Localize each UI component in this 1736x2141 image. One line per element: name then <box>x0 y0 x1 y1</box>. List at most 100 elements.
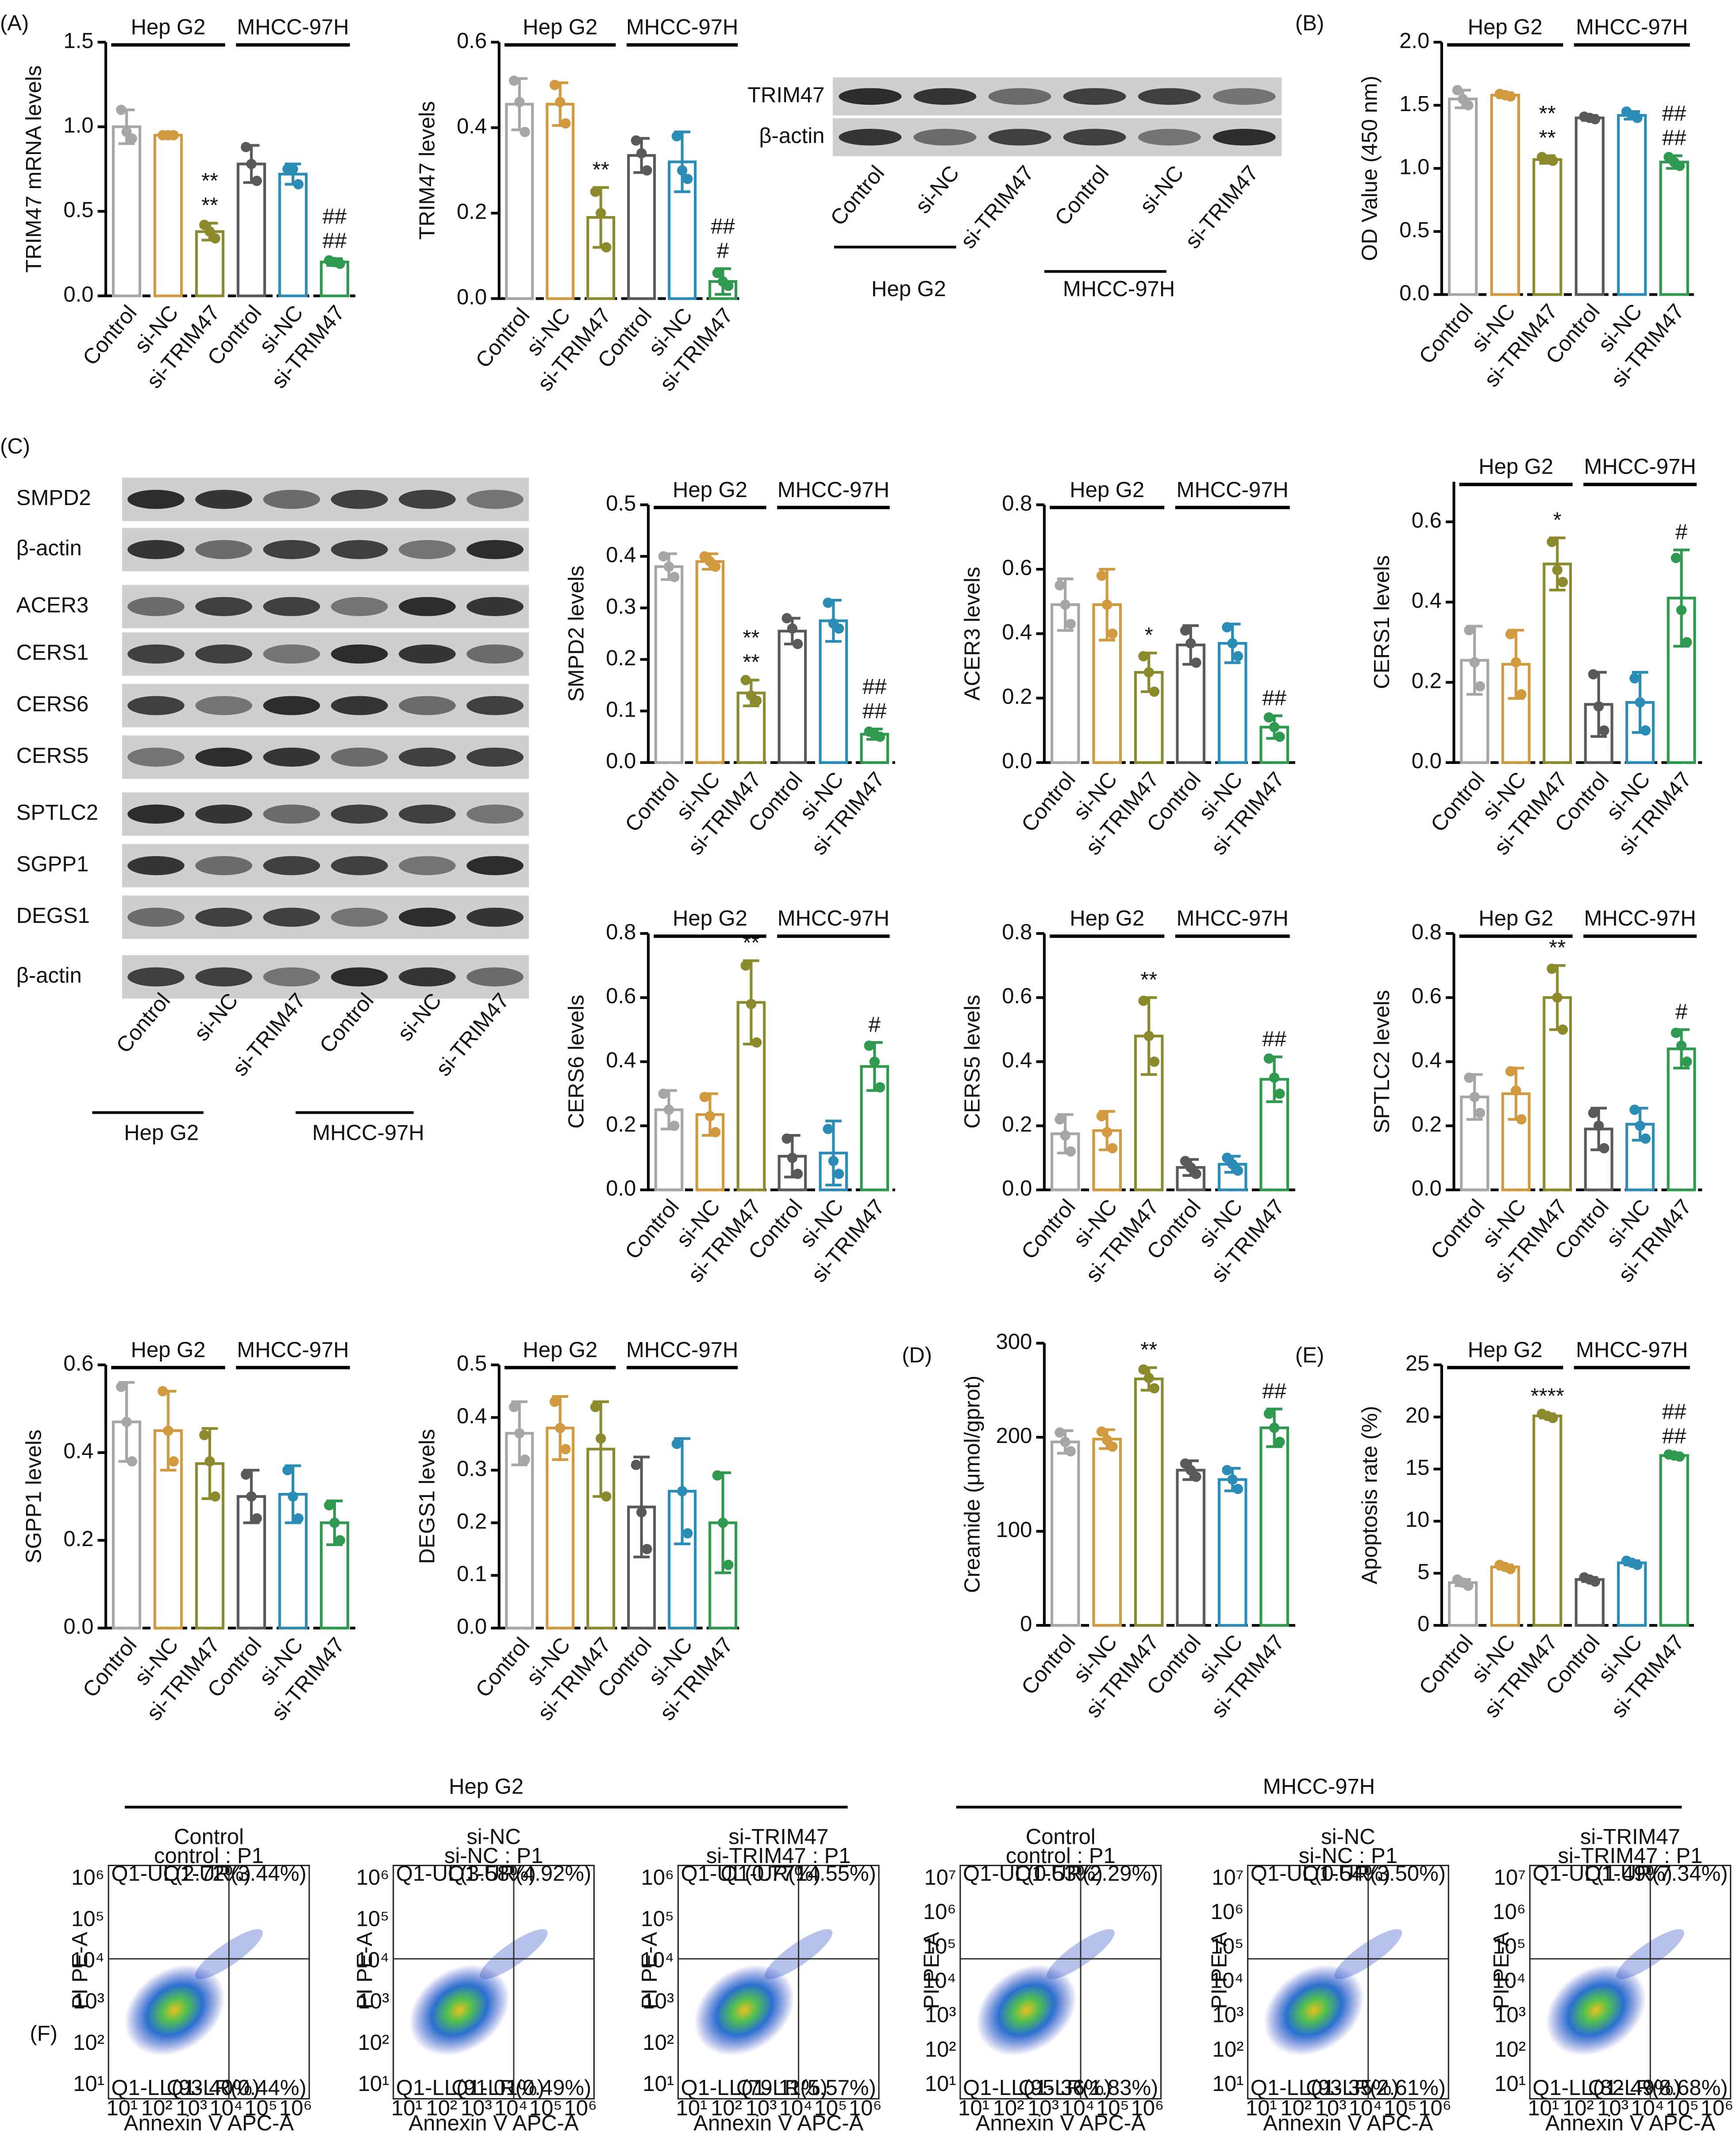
y-axis-label: CERS1 levels <box>1370 555 1394 689</box>
data-point <box>1671 552 1682 563</box>
group-label: MHCC-97H <box>1576 15 1688 39</box>
y-tick-label: 0.4 <box>1002 1049 1032 1072</box>
data-point <box>596 1433 606 1444</box>
data-point <box>663 1104 674 1115</box>
blot-strip <box>122 585 529 629</box>
x-tick-label: 10⁴ <box>1349 2096 1382 2120</box>
plot-title: si-NC <box>466 1825 521 1849</box>
y-tick-label: 0.2 <box>457 200 487 224</box>
data-point <box>1269 1423 1280 1433</box>
blot-band <box>127 540 185 559</box>
blot-band <box>466 967 524 987</box>
data-point <box>1143 1373 1154 1383</box>
group-label: MHCC-97H <box>1263 1775 1375 1799</box>
data-point <box>1263 712 1274 723</box>
blot-row-label: CERS1 <box>16 641 89 665</box>
data-point <box>1632 112 1643 123</box>
blot-band <box>263 804 320 824</box>
blot-strip <box>122 735 529 779</box>
bar <box>546 1427 575 1630</box>
blot-band <box>195 540 253 559</box>
y-tick-label: 0.0 <box>63 1615 93 1639</box>
group-label: MHCC-97H <box>626 15 738 39</box>
blot-band <box>331 907 388 927</box>
bar <box>1448 97 1478 296</box>
group-label: Hep G2 <box>131 15 206 39</box>
quadrant-label: Q1-UR(3.44%) <box>163 1862 307 1886</box>
y-tick-label: 10⁵ <box>641 1907 674 1931</box>
significance-label: # <box>1675 521 1688 544</box>
data-point <box>1186 638 1196 649</box>
y-axis-label: PI PE-A <box>638 1932 662 2009</box>
blot-band <box>399 907 456 927</box>
data-point <box>1629 673 1640 684</box>
plot-title: Control <box>1026 1825 1096 1849</box>
data-point <box>1464 1072 1474 1083</box>
x-tick-label: 10² <box>711 2096 742 2120</box>
blot-band <box>263 856 320 876</box>
significance-label: ## <box>862 699 887 723</box>
blot-band <box>839 88 902 105</box>
data-point <box>682 1528 693 1539</box>
group-label: MHCC-97H <box>626 1338 738 1362</box>
blot-band <box>195 490 253 509</box>
data-point <box>1138 995 1149 1006</box>
blot-band <box>466 907 524 927</box>
data-point <box>199 1430 210 1440</box>
data-point <box>704 1111 716 1122</box>
data-point <box>1594 701 1604 712</box>
data-point <box>1599 1143 1609 1153</box>
blot-band <box>263 490 320 509</box>
bar <box>546 103 575 300</box>
data-point <box>116 104 127 115</box>
data-point <box>1149 1383 1160 1394</box>
bar <box>236 162 266 297</box>
significance-label: ** <box>1549 936 1566 960</box>
blot-band <box>263 696 320 715</box>
bar <box>1217 1478 1247 1627</box>
blot-band <box>466 597 524 616</box>
data-point <box>508 75 520 86</box>
density-cloud <box>976 1964 1077 2056</box>
group-label: MHCC-97H <box>1576 1338 1688 1362</box>
data-point <box>1682 1056 1692 1067</box>
lane-label: Control <box>112 989 175 1058</box>
blot-band <box>913 129 977 146</box>
data-point <box>1557 577 1568 587</box>
y-tick-label: 10⁴ <box>923 1969 956 1993</box>
quadrant-label: Q1-LL(91.01%) <box>396 2076 544 2100</box>
data-point <box>1635 1120 1645 1131</box>
data-point <box>787 1153 798 1163</box>
data-point <box>1269 1072 1280 1083</box>
density-cloud <box>409 1964 510 2056</box>
blot-band <box>839 129 902 146</box>
blot-band <box>331 747 388 767</box>
bar <box>1448 1581 1478 1627</box>
x-tick-label: 10⁴ <box>1061 2096 1095 2120</box>
y-tick-label: 10⁵ <box>356 1907 389 1931</box>
x-tick-label: 10¹ <box>958 2096 989 2120</box>
data-point <box>1676 1040 1687 1051</box>
y-tick-label: 0.5 <box>1399 218 1429 242</box>
y-tick-label: 0 <box>1020 1612 1032 1636</box>
blot-band <box>331 804 388 824</box>
data-point <box>1269 722 1280 733</box>
x-tick-label: Control <box>1426 768 1490 837</box>
group-label: Hep G2 <box>1070 907 1144 930</box>
y-tick-label: 0.2 <box>63 1527 93 1551</box>
significance-label: ** <box>593 158 609 182</box>
y-tick-label: 0.2 <box>1412 1112 1442 1136</box>
blot-band <box>1138 129 1201 146</box>
x-tick-label: Control <box>1414 1630 1478 1699</box>
blot-row-label: SPTLC2 <box>16 801 98 825</box>
bar <box>1532 158 1563 296</box>
significance-label: ## <box>1662 126 1686 150</box>
y-axis-label: TRIM47 mRNA levels <box>22 66 46 273</box>
bar <box>1659 1454 1689 1627</box>
quadrant-label: Q1-LL(82.49%) <box>1532 2076 1681 2100</box>
y-axis-label: PI PE-A <box>920 1932 944 2009</box>
data-point <box>833 1169 844 1179</box>
data-point <box>699 1092 710 1102</box>
data-point <box>163 1425 173 1436</box>
data-point <box>555 96 566 108</box>
